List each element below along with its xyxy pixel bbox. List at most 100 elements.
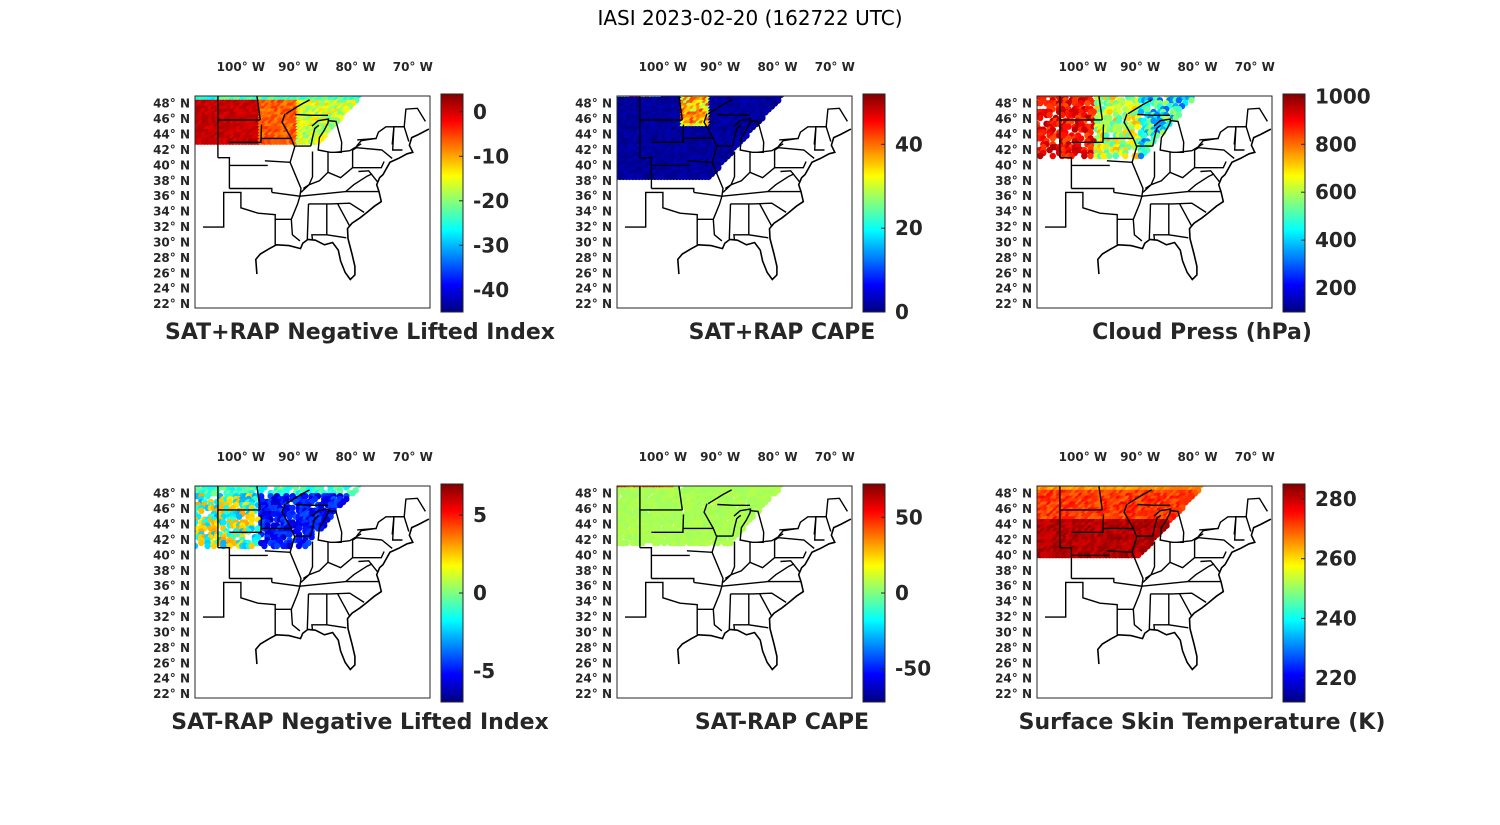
state-border — [1127, 99, 1152, 115]
lat-label: 44° N — [153, 518, 190, 532]
state-border — [1152, 124, 1162, 147]
lon-label: 90° W — [278, 450, 318, 464]
lat-label: 42° N — [575, 533, 612, 547]
data-field — [617, 486, 784, 547]
colorbar — [1282, 93, 1306, 313]
data-point — [204, 493, 211, 500]
state-border — [780, 560, 800, 573]
map-panel-svg: 100° W 90° W 80° W 70° W48° N46° N44° N42° … — [995, 450, 1357, 703]
data-point — [248, 516, 255, 523]
state-border — [678, 96, 683, 120]
data-point — [195, 542, 199, 550]
panel-title: SAT+RAP CAPE — [688, 320, 876, 345]
state-border — [308, 592, 365, 603]
data-point — [1084, 100, 1091, 107]
lon-label: 90° W — [278, 60, 318, 74]
state-border — [1194, 146, 1235, 159]
data-point — [302, 493, 309, 500]
panel-surface-skin-temperature: 100° W 90° W 80° W 70° W 48° N 46° N 44° N 42° … — [992, 450, 1432, 812]
colorbar — [440, 93, 464, 313]
state-border — [306, 203, 310, 240]
data-point — [617, 534, 624, 541]
data-point — [1188, 97, 1195, 104]
colorbar-tick-label: 20 — [895, 216, 923, 240]
lon-label: 100° W — [639, 450, 687, 464]
state-border — [308, 202, 365, 213]
state-border — [707, 99, 732, 115]
lat-label: 24° N — [995, 282, 1032, 296]
state-border — [285, 99, 310, 115]
lat-label: 46° N — [995, 112, 1032, 126]
lat-label: 38° N — [995, 174, 1032, 188]
state-border — [335, 533, 362, 543]
colorbar-tick-label: 600 — [1315, 180, 1357, 204]
colorbar-tick-label: -10 — [473, 144, 509, 168]
state-border — [1098, 96, 1103, 120]
state-border — [352, 536, 393, 549]
colorbar — [862, 93, 886, 313]
map-panel-svg: 100° W 90° W 80° W 70° W48° N46° N44° N42° … — [575, 60, 923, 324]
data-point — [245, 528, 252, 535]
state-border — [358, 170, 378, 183]
lat-label: 42° N — [995, 143, 1032, 157]
figure-title: IASI 2023-02-20 (162722 UTC) — [597, 6, 903, 30]
state-border — [357, 527, 377, 531]
state-border — [345, 173, 373, 193]
state-border — [1137, 113, 1170, 116]
state-border — [757, 533, 784, 543]
data-point — [639, 539, 646, 547]
state-border — [1199, 137, 1219, 141]
lat-label: 32° N — [575, 220, 612, 234]
lon-label: 100° W — [1059, 60, 1107, 74]
lat-label: 22° N — [575, 297, 612, 311]
data-point — [198, 507, 205, 514]
panel-sat-minus-rap-negative-lifted-index: 100° W 90° W 80° W 70° W 48° N 46° N 44° N 42° … — [150, 450, 590, 812]
colorbar-tick-label: 5 — [473, 503, 487, 527]
lat-label: 32° N — [153, 220, 190, 234]
lat-label: 46° N — [575, 502, 612, 516]
data-point — [680, 539, 687, 547]
state-border — [203, 581, 276, 635]
state-border — [703, 113, 714, 139]
state-border — [256, 96, 261, 120]
data-point — [292, 486, 300, 491]
state-border — [639, 156, 653, 189]
data-point — [289, 504, 296, 512]
map-outlines — [203, 486, 430, 671]
colorbar-tick-label: 400 — [1315, 228, 1357, 252]
lat-label: 32° N — [153, 610, 190, 624]
colorbar-tick-label: -5 — [473, 659, 495, 683]
state-border — [391, 516, 403, 541]
lat-label: 46° N — [575, 112, 612, 126]
lat-label: 36° N — [575, 579, 612, 593]
state-border — [767, 563, 795, 583]
lat-label: 30° N — [153, 236, 190, 250]
colorbar-tick-label: 800 — [1315, 132, 1357, 156]
data-field — [1037, 96, 1195, 160]
lat-label: 24° N — [575, 672, 612, 686]
lon-label: 80° W — [335, 60, 375, 74]
colorbar-tick-label: -40 — [473, 278, 509, 302]
state-border — [326, 234, 347, 239]
lon-label: 80° W — [757, 60, 797, 74]
state-border — [748, 624, 769, 629]
state-border — [1071, 124, 1105, 143]
data-point — [1137, 152, 1145, 160]
state-border — [1153, 203, 1170, 241]
state-border — [1123, 113, 1134, 139]
lat-label: 42° N — [153, 533, 190, 547]
state-border — [732, 514, 742, 537]
state-border — [780, 170, 800, 183]
map-panel-svg: 100° W 90° W 80° W 70° W48° N46° N44° N42° … — [575, 450, 931, 703]
lon-label: 90° W — [1120, 60, 1160, 74]
state-border — [682, 137, 718, 164]
state-border — [306, 593, 310, 630]
lat-label: 36° N — [153, 579, 190, 593]
map-outlines — [203, 96, 430, 281]
data-point — [1037, 152, 1044, 160]
state-border — [625, 581, 698, 635]
state-border — [352, 161, 385, 169]
state-border — [728, 593, 732, 630]
data-field — [617, 96, 785, 181]
lat-label: 34° N — [575, 595, 612, 609]
